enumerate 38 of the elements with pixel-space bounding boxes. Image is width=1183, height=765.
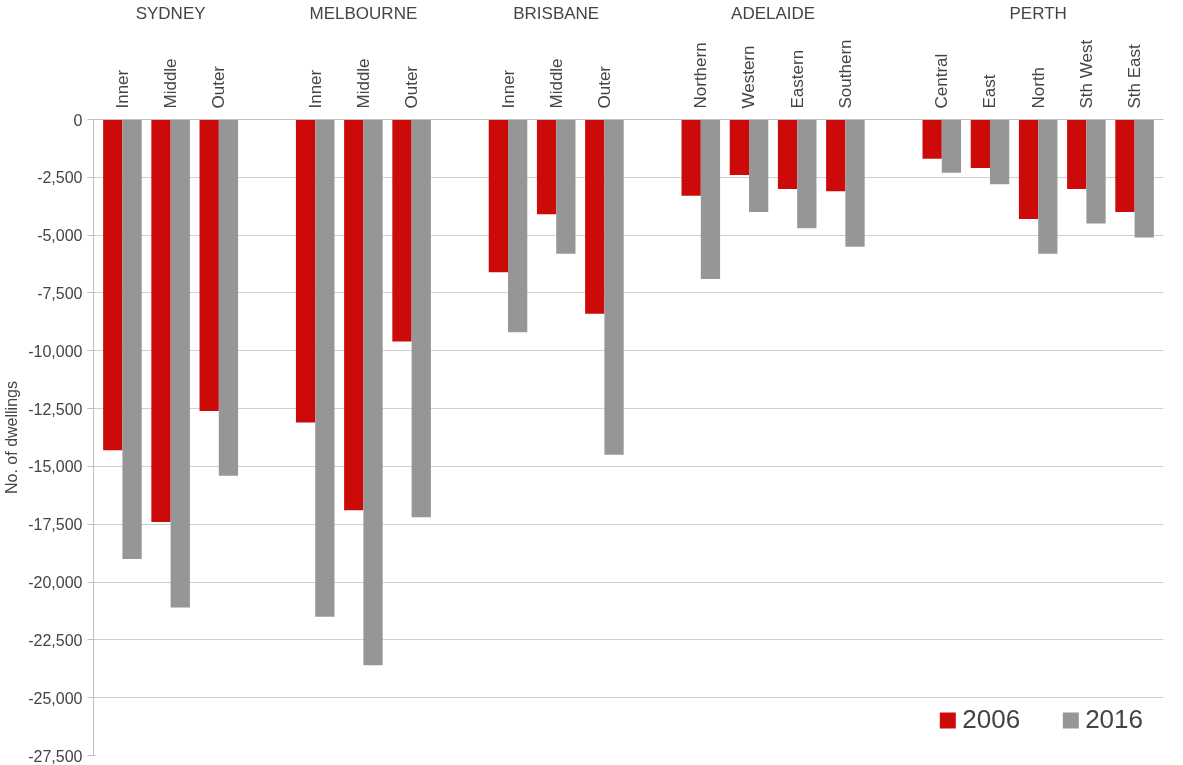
x-tick-label: Western: [739, 45, 759, 109]
y-tick-label: -27,500: [28, 747, 83, 765]
x-tick-label: Middle: [353, 58, 373, 109]
x-tick-label: Southern: [835, 39, 855, 109]
y-tick-label: -20,000: [28, 574, 83, 592]
x-tick-label: Northern: [691, 42, 711, 109]
text: PERTH: [1009, 3, 1067, 23]
y-tick-label: -7,500: [37, 284, 83, 302]
y-tick-label: -2,500: [37, 169, 83, 187]
x-tick-label: Sth West: [1076, 39, 1096, 109]
x-tick-label: Inner: [498, 69, 518, 109]
x-tick-label: East: [980, 74, 1000, 109]
text: BRISBANE: [513, 3, 600, 23]
text: MELBOURNE: [309, 3, 418, 23]
x-tick-label: Outer: [402, 65, 422, 109]
y-tick-label: 0: [73, 111, 83, 129]
x-tick-label: Inner: [112, 69, 132, 109]
x-tick-label: Sth East: [1125, 43, 1145, 109]
y-tick-label: -5,000: [37, 227, 83, 245]
x-tick-label: Outer: [594, 65, 614, 109]
x-tick-label: Inner: [305, 69, 325, 109]
y-tick-label: -12,500: [28, 400, 83, 418]
y-tick-label: -17,500: [28, 516, 83, 534]
x-tick-label: Central: [932, 53, 952, 109]
x-tick-label: Middle: [161, 58, 181, 109]
text: SYDNEY: [135, 3, 206, 23]
y-tick-label: -25,000: [28, 689, 83, 707]
y-tick-label: -22,500: [28, 631, 83, 649]
legend-label: 2006: [962, 704, 1021, 735]
x-tick-label: Eastern: [787, 49, 807, 109]
x-tick-label: Outer: [209, 65, 229, 109]
legend-label: 2016: [1085, 704, 1143, 735]
x-tick-label: Middle: [546, 58, 566, 109]
y-tick-label: -10,000: [28, 342, 83, 360]
text: ADELAIDE: [731, 3, 816, 23]
x-tick-label: North: [1028, 66, 1048, 109]
y-tick-label: -15,000: [28, 458, 83, 476]
y-axis-title: No. of dwellings: [3, 381, 21, 494]
